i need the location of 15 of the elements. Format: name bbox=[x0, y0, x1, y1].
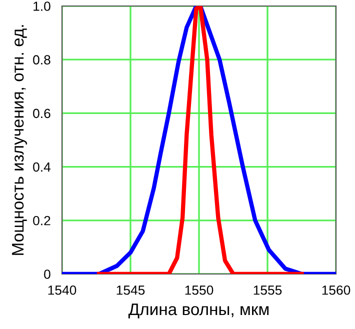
y-tick-label: 0.6 bbox=[33, 108, 50, 118]
x-tick-label: 1545 bbox=[116, 286, 145, 295]
x-tick-label: 1560 bbox=[322, 285, 350, 295]
y-tick-label: 1.0 bbox=[34, 2, 50, 11]
y-tick-label: 0.2 bbox=[33, 216, 50, 226]
x-tick-label: 1555 bbox=[254, 286, 282, 295]
y-tick-label: 0 bbox=[44, 270, 50, 279]
y-tick-label: 0.4 bbox=[33, 162, 51, 172]
line-series bbox=[96, 6, 304, 274]
y-axis-title: Мощность излучения, отн. ед. bbox=[12, 25, 27, 255]
x-axis-title: Длина волны, мкм bbox=[128, 304, 269, 318]
y-tick-label: 0.8 bbox=[33, 55, 50, 65]
x-tick-label: 1540 bbox=[48, 285, 76, 295]
x-tick-label: 1550 bbox=[185, 285, 214, 295]
line-series bbox=[62, 6, 336, 274]
